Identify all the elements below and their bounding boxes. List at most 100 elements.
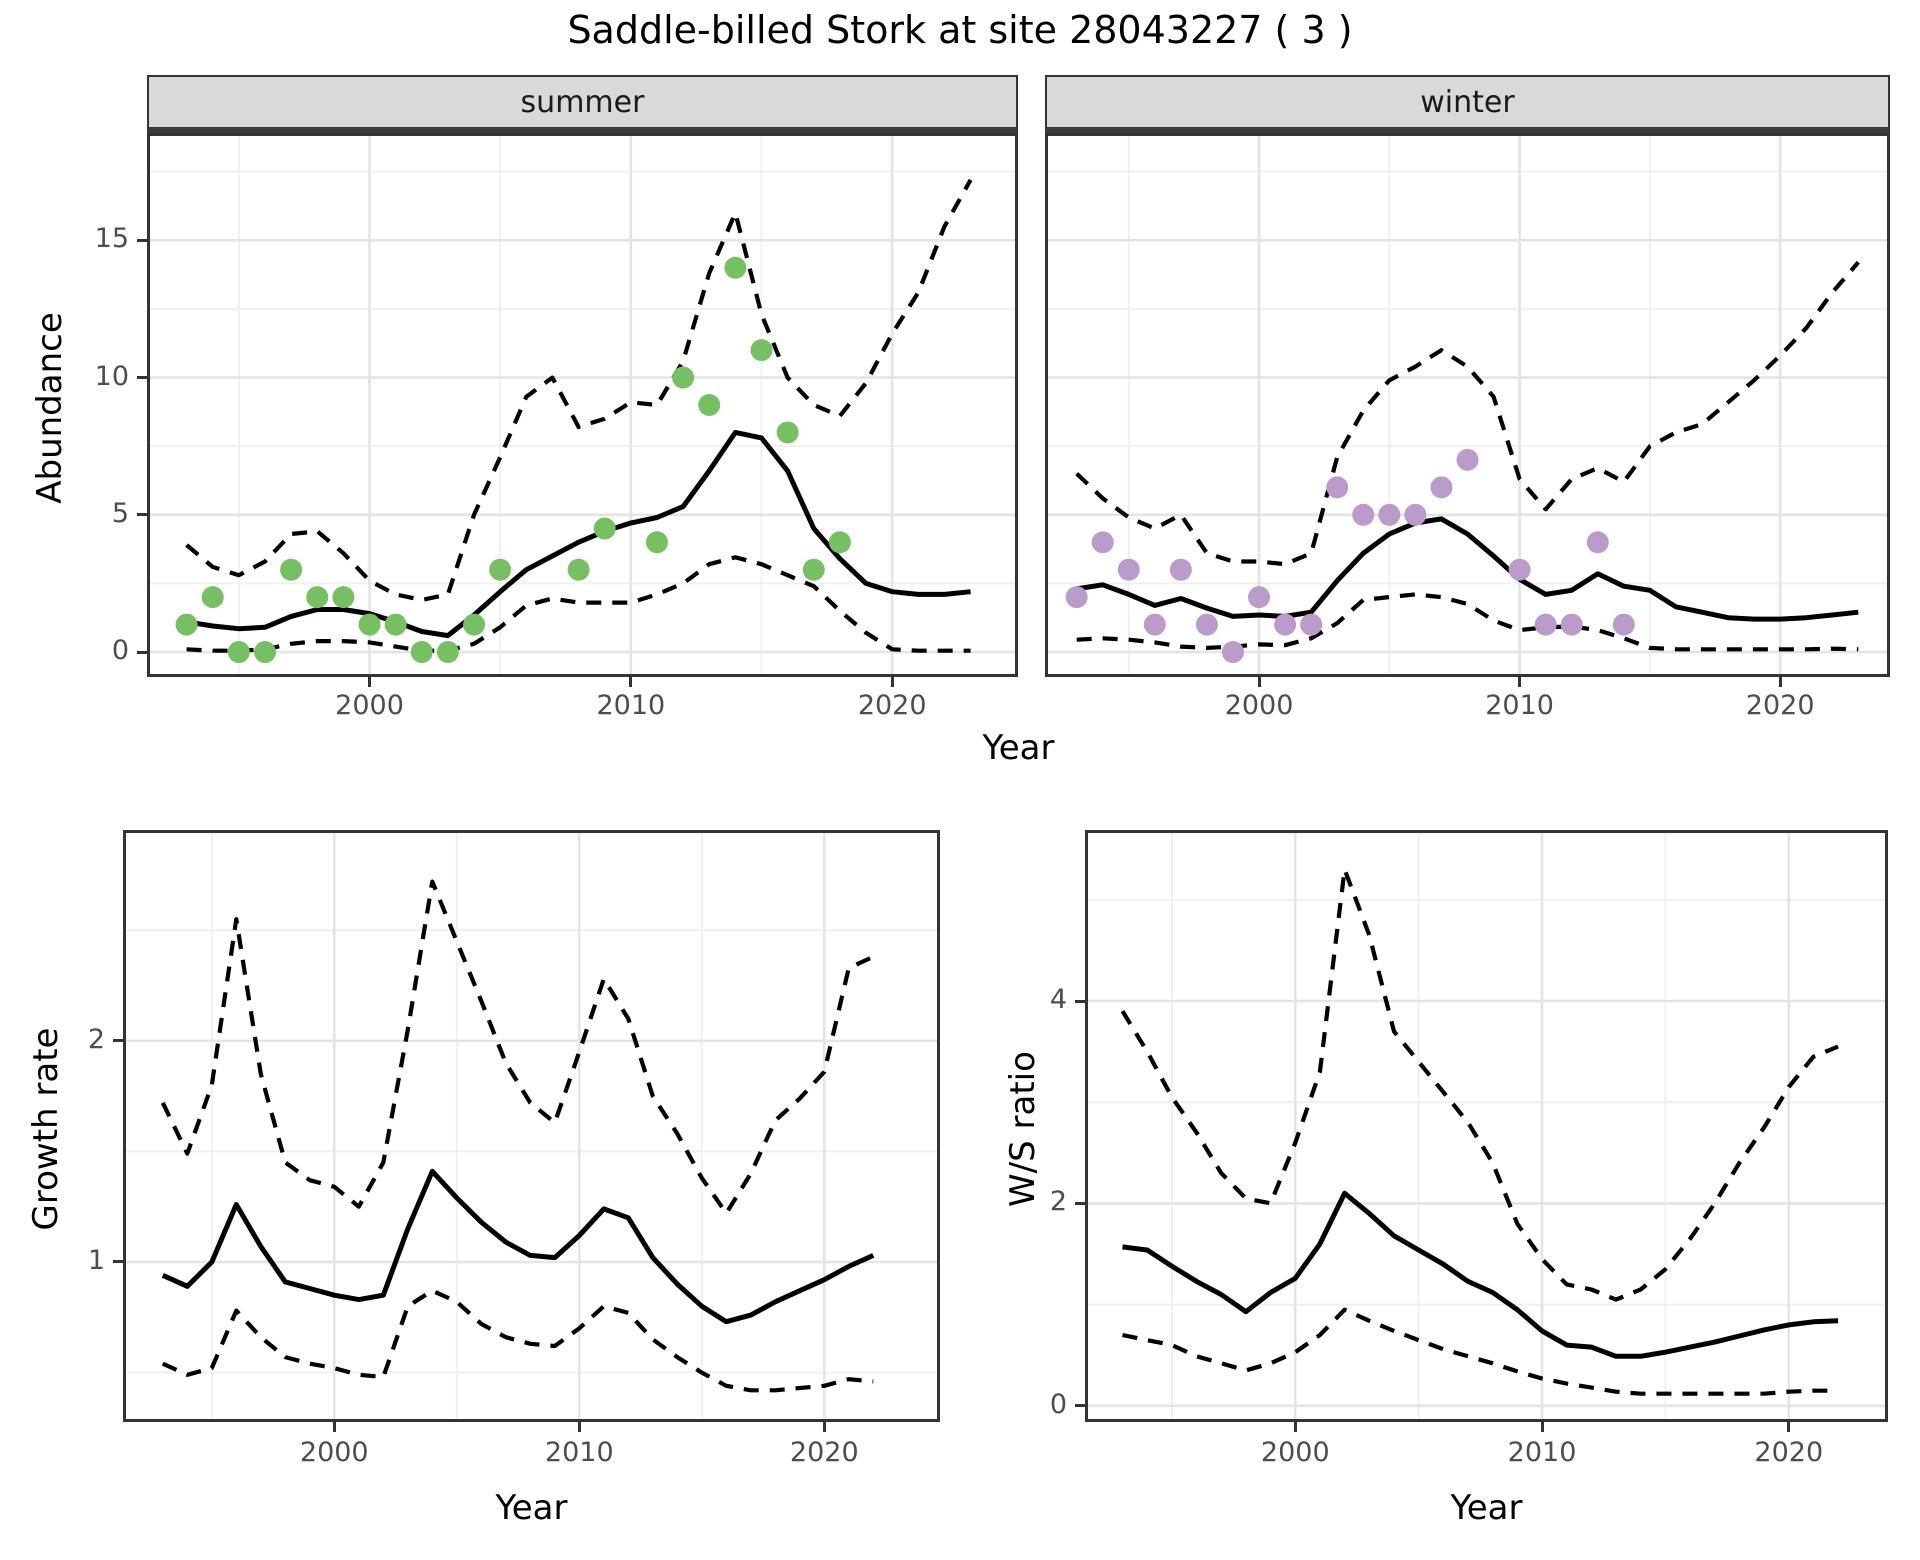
data-point bbox=[253, 641, 276, 664]
data-point bbox=[776, 421, 799, 444]
data-point bbox=[724, 256, 747, 279]
x-axis-tick bbox=[629, 677, 633, 687]
data-point bbox=[1065, 586, 1088, 609]
x-axis-tick bbox=[890, 677, 894, 687]
y-axis-tick bbox=[113, 1260, 123, 1264]
upper-ci-line bbox=[160, 879, 875, 1216]
x-tick-label: 2010 bbox=[1485, 690, 1554, 721]
data-point bbox=[1143, 613, 1166, 636]
x-axis-tick bbox=[577, 1422, 581, 1432]
data-point bbox=[489, 558, 512, 581]
data-point bbox=[698, 394, 721, 416]
facet-strip-summer-label: summer bbox=[520, 84, 645, 120]
mean-line bbox=[186, 429, 971, 639]
data-point bbox=[1248, 586, 1271, 609]
mean-line bbox=[1122, 1190, 1839, 1359]
x-tick-label: 2010 bbox=[1507, 1437, 1577, 1468]
y-axis-tick bbox=[1075, 1404, 1085, 1408]
data-point bbox=[1404, 503, 1427, 526]
panel-abundance-winter bbox=[1045, 133, 1890, 677]
facet-strip-winter-label: winter bbox=[1420, 84, 1515, 120]
data-point bbox=[410, 641, 433, 664]
y-tick-label: 0 bbox=[111, 635, 129, 667]
data-point bbox=[463, 613, 486, 636]
y-tick-label: 15 bbox=[94, 223, 129, 255]
mean-line bbox=[161, 1168, 875, 1325]
data-point bbox=[1560, 613, 1583, 636]
facet-strip-summer: summer bbox=[147, 75, 1018, 133]
x-tick-label: 2000 bbox=[1224, 690, 1294, 721]
panel-ws-ratio bbox=[1085, 830, 1888, 1422]
data-point bbox=[384, 613, 407, 636]
data-point bbox=[1274, 613, 1297, 636]
y-tick-label: 2 bbox=[87, 1023, 105, 1055]
x-tick-label: 2020 bbox=[857, 690, 927, 721]
panel-ws-ratio-canvas bbox=[1088, 833, 1885, 1419]
y-axis-tick bbox=[137, 650, 147, 654]
y-axis-tick bbox=[1075, 1201, 1085, 1205]
y-tick-label: 0 bbox=[1049, 1388, 1067, 1420]
x-tick-label: 2000 bbox=[1260, 1437, 1330, 1468]
x-axis-title-year-bottom-right: Year bbox=[1450, 1488, 1523, 1528]
panel-abundance-summer-canvas bbox=[150, 136, 1015, 674]
facet-strip-winter: winter bbox=[1045, 75, 1890, 133]
data-point bbox=[828, 531, 851, 554]
y-axis-tick bbox=[1075, 999, 1085, 1003]
y-tick-label: 10 bbox=[94, 360, 129, 392]
lower-ci-line bbox=[161, 1288, 874, 1393]
y-axis-tick bbox=[137, 513, 147, 517]
panel-abundance-summer bbox=[147, 133, 1018, 677]
data-point bbox=[358, 613, 381, 636]
page-title: Saddle-billed Stork at site 28043227 ( 3… bbox=[567, 8, 1353, 52]
mean-line bbox=[1076, 516, 1859, 622]
data-point bbox=[645, 531, 668, 554]
data-point bbox=[1326, 476, 1349, 499]
data-point bbox=[1508, 558, 1531, 581]
data-point bbox=[1378, 503, 1401, 526]
upper-ci-line bbox=[1120, 867, 1839, 1302]
x-axis-tick bbox=[1257, 677, 1261, 687]
data-point bbox=[802, 558, 825, 581]
x-axis-tick bbox=[1778, 677, 1782, 687]
data-point bbox=[1195, 613, 1218, 636]
x-tick-label: 2010 bbox=[596, 690, 666, 721]
x-axis-tick bbox=[1518, 677, 1522, 687]
y-tick-label: 5 bbox=[111, 497, 129, 529]
x-tick-label: 2020 bbox=[1745, 690, 1815, 721]
data-point bbox=[1612, 613, 1635, 636]
data-point bbox=[175, 613, 198, 636]
x-tick-label: 2020 bbox=[1754, 1437, 1824, 1468]
data-point bbox=[280, 558, 303, 581]
data-point bbox=[750, 339, 773, 362]
lower-ci-line bbox=[1122, 1307, 1839, 1396]
data-point bbox=[1091, 531, 1114, 554]
y-tick-label: 2 bbox=[1049, 1186, 1067, 1218]
x-axis-tick bbox=[332, 1422, 336, 1432]
x-axis-tick bbox=[822, 1422, 826, 1432]
data-point bbox=[227, 641, 250, 664]
x-axis-tick bbox=[368, 677, 372, 687]
data-point bbox=[567, 558, 590, 581]
data-point bbox=[593, 517, 616, 540]
y-tick-label: 4 bbox=[1049, 984, 1067, 1015]
x-axis-title-year-bottom-left: Year bbox=[495, 1488, 568, 1528]
x-tick-label: 2000 bbox=[299, 1437, 369, 1468]
upper-ci-line bbox=[1075, 260, 1860, 567]
y-axis-title-abundance: Abundance bbox=[30, 312, 70, 504]
data-point bbox=[201, 586, 224, 609]
panel-abundance-winter-canvas bbox=[1048, 136, 1887, 674]
x-axis-tick bbox=[1787, 1422, 1791, 1432]
upper-ci-line bbox=[185, 178, 973, 602]
lower-ci-line bbox=[1076, 592, 1859, 652]
y-axis-tick bbox=[137, 376, 147, 380]
data-point bbox=[1430, 476, 1453, 499]
x-axis-title-year-top: Year bbox=[982, 728, 1055, 768]
data-point bbox=[1456, 448, 1479, 471]
data-point bbox=[672, 366, 695, 389]
x-axis-tick bbox=[1540, 1422, 1544, 1432]
data-point bbox=[1300, 613, 1323, 636]
x-tick-label: 2000 bbox=[335, 690, 404, 721]
x-tick-label: 2010 bbox=[544, 1437, 614, 1468]
x-axis-tick bbox=[1293, 1422, 1297, 1432]
